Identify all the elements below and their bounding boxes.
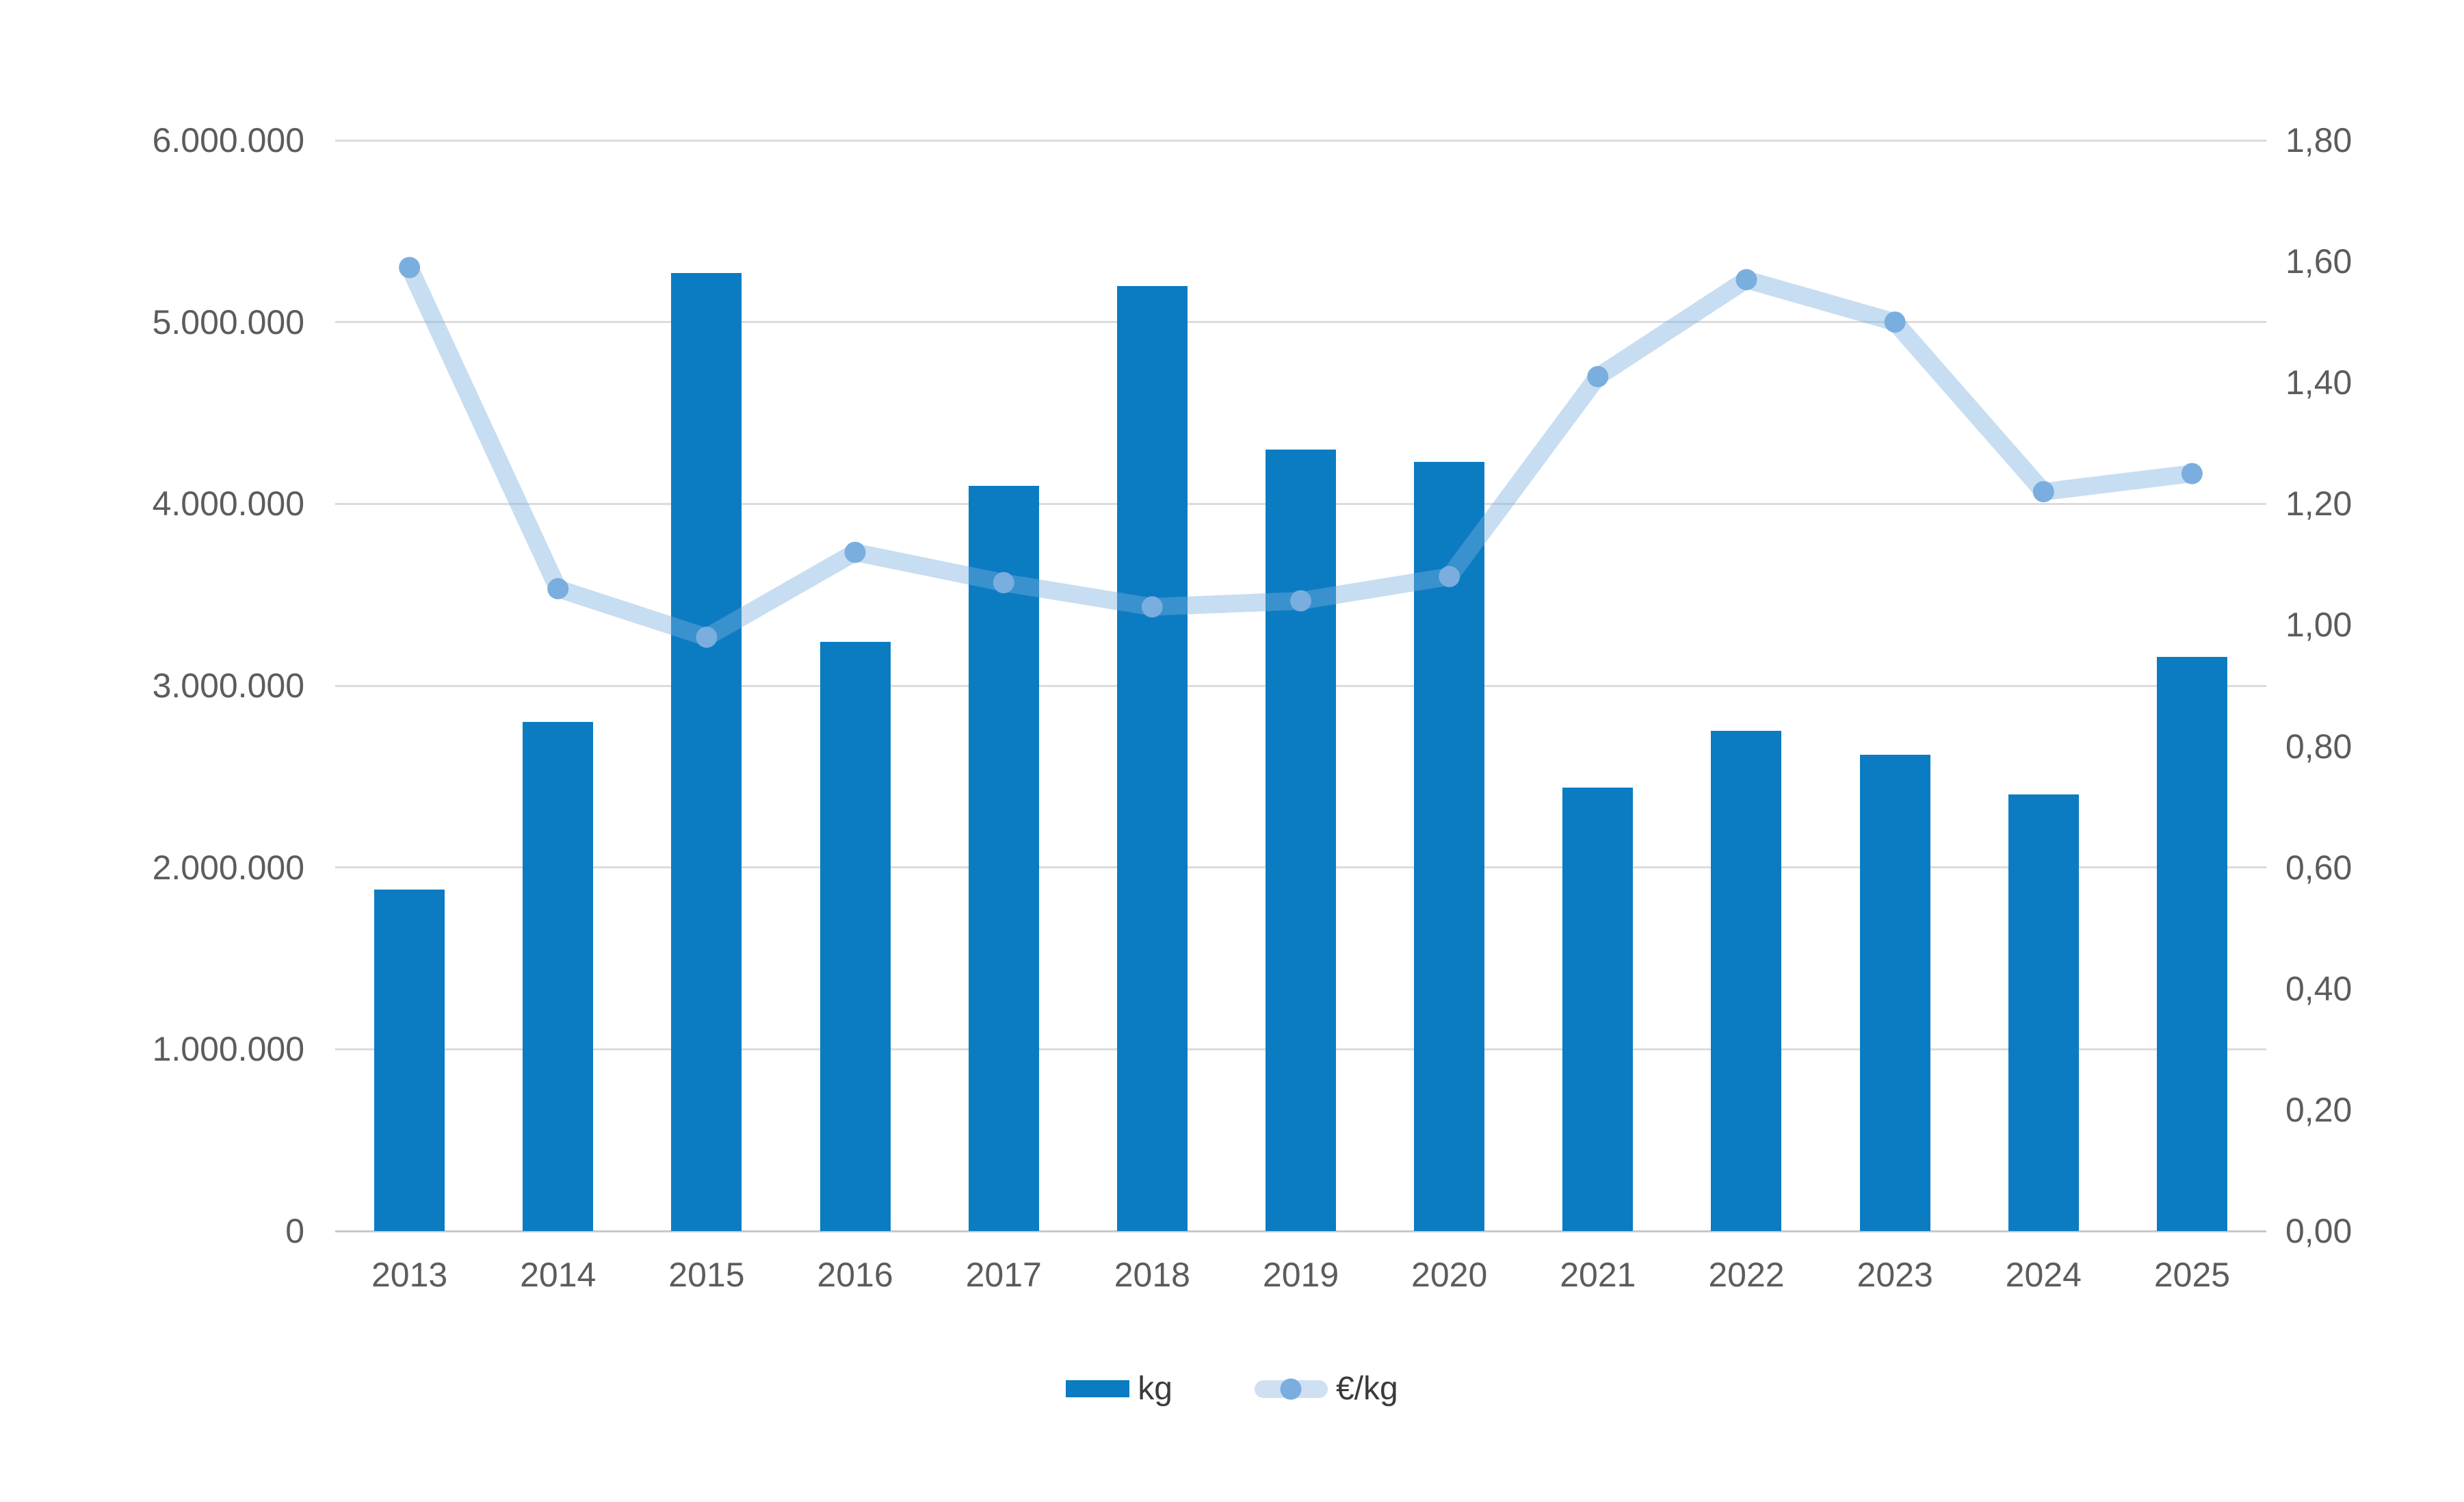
bar-slot [2118,140,2266,1231]
bar-slot [1523,140,1672,1231]
eur-per-kg-point [2032,481,2054,503]
x-axis-tick-year: 2015 [668,1256,745,1294]
left-axis-kg: 6.000.000 5.000.000 4.000.000 3.000.000 2.00… [0,121,304,1250]
x-axis-tick-year: 2021 [1560,1256,1636,1294]
x-axis-tick-year: 2025 [2153,1256,2231,1294]
x-axis-tick-year: 2017 [965,1256,1042,1294]
left-axis-tick: 2.000.000 [152,848,304,887]
plot-area [335,139,2266,1232]
bar-kg [671,272,742,1231]
x-axis-tick-year: 2014 [520,1256,597,1294]
bar-kg [2156,656,2227,1231]
legend-item-eur-per-kg: €/kg [1254,1370,1398,1408]
eur-per-kg-point [2181,463,2203,484]
eur-per-kg-point [1439,566,1460,588]
legend-item-kg: kg [1066,1370,1172,1408]
eur-per-kg-point-icon [1280,1378,1302,1399]
right-axis-tick: 1,40 [2285,363,2352,402]
left-axis-tick: 6.000.000 [152,121,304,159]
gridline [335,139,2266,142]
bar-slot [632,140,781,1231]
bar-slot [1821,140,1969,1231]
eur-per-kg-point [1587,365,1609,387]
legend: kg €/kg [0,1370,2464,1408]
right-axis-tick: 1,00 [2285,606,2352,645]
x-axis-tick-year: 2024 [2005,1256,2082,1294]
x-axis-tick-year: 2013 [371,1256,448,1294]
bar-kg [1711,731,1782,1231]
bar-slot [930,140,1078,1231]
right-axis-tick: 1,80 [2285,121,2352,159]
eur-per-kg-point [993,572,1014,593]
gridline-baseline [335,1230,2266,1232]
x-axis-tick-year: 2023 [1857,1256,1933,1294]
x-axis-tick-year: 2019 [1262,1256,1339,1294]
bar-kg [1562,787,1634,1231]
bar-slot [335,140,484,1231]
eur-per-kg-point [844,541,866,563]
gridline [335,321,2266,324]
bar-kg [2008,794,2079,1231]
right-axis-tick: 0,00 [2285,1212,2352,1250]
left-axis-tick: 5.000.000 [152,302,304,341]
legend-label-kg: kg [1138,1371,1172,1407]
bar-series-kg [335,140,2266,1231]
bar-kg [1414,462,1485,1231]
bar-kg [820,642,891,1231]
bar-slot [1375,140,1523,1231]
bar-kg [1266,449,1337,1231]
right-axis-tick: 0,20 [2285,1090,2352,1129]
x-axis-tick-year: 2020 [1411,1256,1488,1294]
bar-slot [1672,140,1820,1231]
right-axis-eur-per-kg: 1,80 1,60 1,40 1,20 1,00 0,80 0,60 0,40 0,20 0,00 [2285,121,2463,1250]
bar-slot [1227,140,1375,1231]
eur-per-kg-line-swatch-icon [1254,1378,1328,1399]
right-axis-tick: 1,20 [2285,484,2352,523]
bar-slot [1078,140,1227,1231]
bar-kg [1859,754,1930,1231]
legend-label-eur-per-kg: €/kg [1335,1371,1398,1407]
kg-bar-swatch-icon [1066,1380,1130,1397]
bar-kg [1116,285,1188,1231]
right-axis-tick: 0,60 [2285,848,2352,887]
bar-kg [968,485,1039,1231]
bar-kg [523,722,594,1231]
left-axis-tick: 1.000.000 [152,1030,304,1069]
bar-slot [1969,140,2118,1231]
eur-per-kg-line [400,259,2201,647]
line-series-eur-per-kg [399,257,2203,648]
eur-per-kg-point [399,257,421,279]
x-axis-tick-year: 2016 [817,1256,893,1294]
bar-slot [484,140,632,1231]
eur-per-kg-point [1141,596,1163,618]
bar-slot [781,140,929,1231]
eur-per-kg-point [696,626,718,648]
right-axis-tick: 1,60 [2285,242,2352,281]
left-axis-tick: 4.000.000 [152,484,304,523]
eur-per-kg-point [547,578,569,599]
x-axis-tick-year: 2018 [1114,1256,1190,1294]
left-axis-tick: 0 [285,1212,304,1250]
right-axis-tick: 0,80 [2285,727,2352,766]
right-axis-tick: 0,40 [2285,969,2352,1008]
bar-kg [374,889,445,1231]
x-axis-years: 2013 2014 2015 2016 2017 2018 2019 2020 2021 2022… [335,1255,2266,1295]
eur-per-kg-point [1290,590,1311,612]
x-axis-tick-year: 2022 [1708,1256,1785,1294]
eur-per-kg-point [1735,269,1757,291]
eur-per-kg-point [1884,311,1906,333]
left-axis-tick: 3.000.000 [152,666,304,705]
